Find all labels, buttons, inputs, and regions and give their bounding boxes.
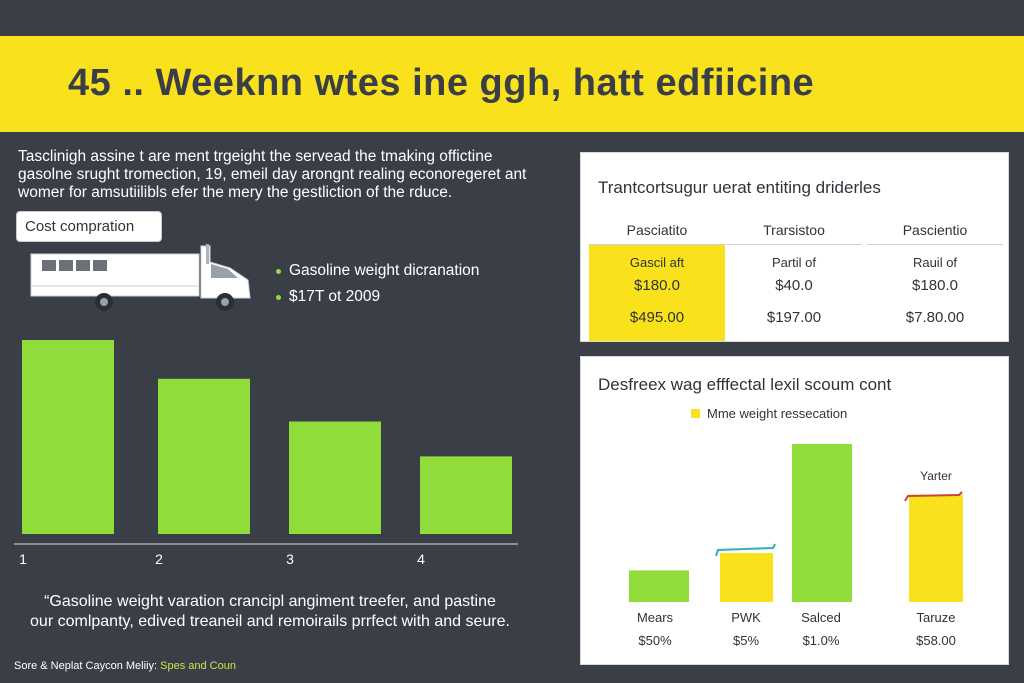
bar bbox=[420, 456, 512, 534]
table-cell: $495.00 bbox=[629, 309, 685, 326]
bullet-list: Gasoline weight dicranation $17T ot 2009 bbox=[276, 258, 479, 310]
bracket-mark bbox=[904, 491, 963, 502]
x-tick-label: PWK bbox=[731, 610, 761, 625]
top-strip bbox=[0, 0, 1024, 36]
table-column: Pascientio Rauil of $180.0 $7.80.00 bbox=[867, 215, 1003, 341]
footer-accent: Spes and Coun bbox=[160, 660, 236, 672]
x-tick-label: Taruze bbox=[916, 610, 955, 625]
table-column: Trarsistoo Partil of $40.0 $197.00 bbox=[726, 215, 862, 341]
bullet-dot-icon bbox=[276, 268, 281, 274]
table-cell: $180.0 bbox=[912, 277, 958, 294]
x-tick-label: Mears bbox=[637, 610, 674, 625]
footer-credit: Sore & Neplat Caycon Meliiy: Spes and Co… bbox=[14, 660, 236, 672]
table-cell: Rauil of bbox=[912, 255, 958, 270]
table-cell-group: Rauil of $180.0 $7.80.00 bbox=[867, 245, 1003, 341]
bar bbox=[289, 421, 381, 534]
intro-paragraph: Tasclinigh assine t are ment trgeight th… bbox=[18, 148, 558, 202]
comparison-table-card: Trantcortsugur uerat entiting driderles … bbox=[580, 152, 1009, 342]
table-header: Pascientio bbox=[867, 215, 1003, 245]
truck-icon bbox=[30, 244, 251, 311]
value-label: $5% bbox=[733, 633, 759, 648]
bar bbox=[909, 494, 963, 602]
chart-legend: Mme weight ressecation bbox=[691, 406, 847, 421]
value-label: $1.0% bbox=[803, 633, 840, 648]
table-header: Pasciatito bbox=[589, 215, 725, 245]
bar bbox=[629, 570, 689, 602]
table-cell: Gascil aft bbox=[629, 255, 685, 270]
bar bbox=[720, 553, 773, 602]
quote-line: “Gasoline weight varation crancipl angim… bbox=[44, 593, 496, 610]
table-cell: $197.00 bbox=[766, 309, 822, 326]
x-tick-label: Salced bbox=[801, 610, 841, 625]
right-chart-card: Desfreex wag efffectal lexil scoum cont … bbox=[580, 356, 1009, 665]
table-column: Pasciatito Gascil aft $180.0 $495.00 bbox=[589, 215, 725, 341]
bar bbox=[158, 378, 250, 534]
legend-swatch bbox=[691, 409, 700, 418]
table-cell-group: Gascil aft $180.0 $495.00 bbox=[589, 245, 725, 341]
table-cell: $40.0 bbox=[775, 277, 813, 294]
bullet-text: $17T ot 2009 bbox=[289, 288, 381, 305]
left-bar-chart: 1 2 3 4 bbox=[14, 340, 518, 567]
quote-line: our comlpanty, edived treaneil and remoi… bbox=[30, 613, 510, 630]
value-label: $50% bbox=[638, 633, 672, 648]
bullet-dot-icon bbox=[276, 294, 281, 300]
cost-comparison-tag: Cost compration bbox=[16, 211, 162, 242]
footer-text: Sore & Neplat Caycon Meliiy: bbox=[14, 660, 161, 672]
intro-line: gasolne srught tromection, 19, emeil day… bbox=[18, 166, 527, 183]
bullet-item: Gasoline weight dicranation bbox=[276, 258, 479, 284]
x-tick-label: 2 bbox=[155, 551, 163, 567]
intro-line: Tasclinigh assine t are ment trgeight th… bbox=[18, 148, 493, 165]
value-label: $58.00 bbox=[916, 633, 956, 648]
bar bbox=[22, 340, 114, 534]
quote-text: “Gasoline weight varation crancipl angim… bbox=[20, 592, 520, 632]
chart-title: Desfreex wag efffectal lexil scoum cont bbox=[598, 375, 892, 394]
table-cell-group: Partil of $40.0 $197.00 bbox=[726, 245, 862, 341]
table-cell: $180.0 bbox=[634, 277, 680, 294]
bracket-mark bbox=[715, 543, 776, 557]
page-title: 45 .. Weeknn wtes ine ggh, hatt edfiicin… bbox=[68, 62, 815, 104]
x-tick-label: 4 bbox=[417, 551, 425, 567]
right-bar-chart: Mears $50% PWK $5% Salced $1.0% Taruze $58.00 Ya… bbox=[629, 444, 963, 648]
legend-label: Mme weight ressecation bbox=[707, 406, 848, 421]
annotation-label: Yarter bbox=[920, 469, 952, 483]
table-cell: Partil of bbox=[771, 255, 817, 270]
bullet-item: $17T ot 2009 bbox=[276, 284, 479, 310]
table-header: Trarsistoo bbox=[726, 215, 862, 245]
table-title: Trantcortsugur uerat entiting driderles bbox=[598, 178, 881, 197]
bar bbox=[792, 444, 852, 602]
table-cell: $7.80.00 bbox=[905, 309, 965, 326]
intro-line: womer for amsutiilibls efer the mery the… bbox=[18, 184, 453, 201]
x-tick-label: 3 bbox=[286, 551, 294, 567]
bullet-text: Gasoline weight dicranation bbox=[289, 262, 480, 279]
x-tick-label: 1 bbox=[19, 551, 27, 567]
title-banner: 45 .. Weeknn wtes ine ggh, hatt edfiicin… bbox=[0, 36, 1024, 132]
